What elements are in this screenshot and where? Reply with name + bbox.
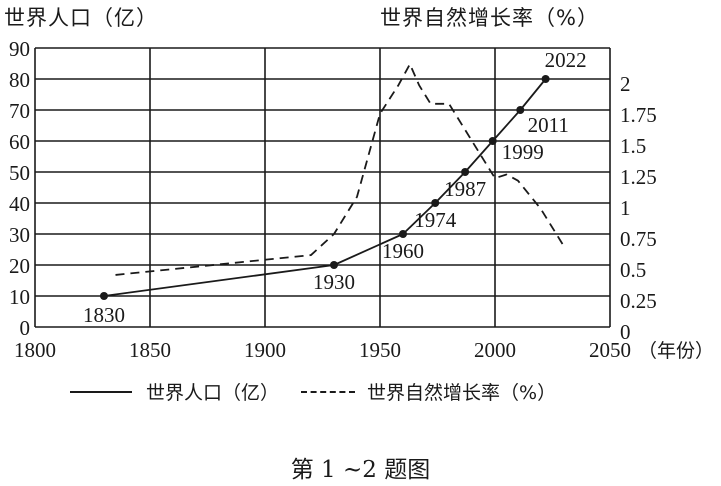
x-tick-label: 1800 — [14, 338, 56, 362]
figure-caption: 第 1 ~2 题图 — [290, 457, 431, 483]
data-point-marker — [399, 230, 407, 238]
x-tick-label: 1850 — [129, 338, 171, 362]
legend-item-population: 世界人口（亿） — [70, 378, 279, 405]
y2-tick-label: 2 — [620, 72, 631, 96]
y-tick-label: 40 — [9, 192, 30, 216]
y-tick-label: 50 — [9, 161, 30, 185]
population-line — [103, 78, 547, 297]
data-point-label: 1974 — [414, 208, 457, 232]
legend-label-population: 世界人口（亿） — [146, 382, 280, 404]
y2-tick-label: 1.5 — [620, 134, 646, 158]
data-point-marker — [330, 261, 338, 269]
data-point-marker — [100, 292, 108, 300]
y2-tick-label: 0.25 — [620, 289, 657, 313]
left-axis-title: 世界人口（亿） — [4, 6, 158, 30]
y-tick-label: 80 — [9, 68, 30, 92]
y-tick-label: 0 — [20, 316, 31, 340]
data-point-marker — [516, 106, 525, 114]
data-point-label: 2022 — [545, 48, 587, 72]
y-tick-label: 10 — [9, 285, 30, 309]
data-point-marker — [541, 75, 550, 83]
x-tick-label: 2050 — [589, 338, 631, 362]
data-point-marker — [461, 168, 470, 176]
x-axis-unit: （年份） — [638, 340, 714, 362]
y-tick-label: 60 — [9, 130, 30, 154]
data-point-marker — [431, 199, 440, 207]
data-point-marker — [488, 137, 497, 145]
data-point-label: 1999 — [502, 140, 544, 164]
data-point-label: 2011 — [528, 113, 569, 137]
growth-rate-line — [115, 63, 565, 276]
dashed-line-swatch-icon — [301, 390, 356, 393]
data-point-label: 1930 — [313, 270, 355, 294]
y2-tick-label: 1.75 — [620, 103, 657, 127]
solid-line-swatch-icon — [70, 390, 132, 393]
legend: 世界人口（亿） 世界自然增长率（%） — [70, 378, 578, 405]
y2-tick-label: 0.75 — [620, 227, 657, 251]
y-tick-label: 30 — [9, 223, 30, 247]
y-tick-label: 20 — [9, 254, 30, 278]
y2-tick-label: 1 — [620, 196, 631, 220]
right-axis-title: 世界自然增长率（%） — [380, 6, 599, 30]
x-tick-label: 1950 — [359, 338, 401, 362]
y-tick-label: 70 — [9, 99, 30, 123]
data-point-label: 1987 — [444, 177, 486, 201]
x-tick-label: 2000 — [474, 338, 516, 362]
legend-item-growth-rate: 世界自然增长率（%） — [301, 378, 556, 405]
legend-label-growth-rate: 世界自然增长率（%） — [367, 382, 557, 404]
data-point-label: 1830 — [83, 303, 125, 327]
y2-tick-label: 1.25 — [620, 165, 657, 189]
y2-tick-label: 0 — [620, 320, 631, 344]
y2-tick-label: 0.5 — [620, 258, 646, 282]
y-tick-label: 90 — [9, 37, 30, 61]
x-tick-label: 1900 — [244, 338, 286, 362]
data-point-label: 1960 — [382, 239, 424, 263]
